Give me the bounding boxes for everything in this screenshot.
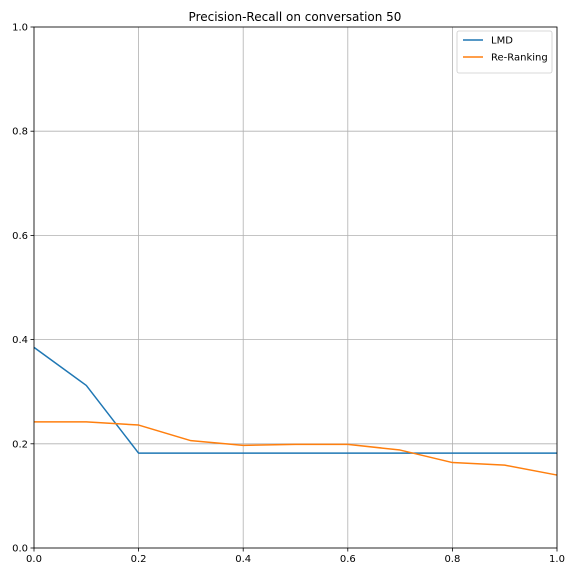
y-tick-label: 0.2 xyxy=(12,439,28,450)
x-tick-label: 0.0 xyxy=(26,554,42,565)
x-tick-label: 0.2 xyxy=(131,554,147,565)
legend-label: Re-Ranking xyxy=(491,53,548,64)
y-tick-label: 0.8 xyxy=(12,127,28,138)
y-tick-label: 0.4 xyxy=(12,335,28,346)
legend-label: LMD xyxy=(491,36,513,47)
axis-ticks: 0.0 0.2 0.4 0.6 0.8 1.0 0.0 0.2 0.4 0.6 0.8 1.0 xyxy=(12,23,565,566)
x-tick-label: 0.8 xyxy=(444,554,460,565)
series-line-lmd xyxy=(33,346,557,454)
legend: LMD Re-Ranking xyxy=(456,30,553,74)
y-tick-label: 1.0 xyxy=(12,23,28,34)
x-tick-label: 0.6 xyxy=(340,554,356,565)
x-tick-label: 1.0 xyxy=(549,554,565,565)
series-lines xyxy=(33,346,558,476)
y-tick-label: 0.6 xyxy=(12,231,28,242)
plot-frame xyxy=(33,26,558,549)
plot-area xyxy=(34,27,557,548)
series-line-re-ranking xyxy=(34,421,558,476)
x-tick-label: 0.4 xyxy=(235,554,251,565)
y-tick-label: 0.0 xyxy=(12,544,28,555)
grid xyxy=(33,26,558,549)
chart-title: Precision-Recall on conversation 50 xyxy=(189,10,402,24)
legend-box xyxy=(456,30,553,74)
